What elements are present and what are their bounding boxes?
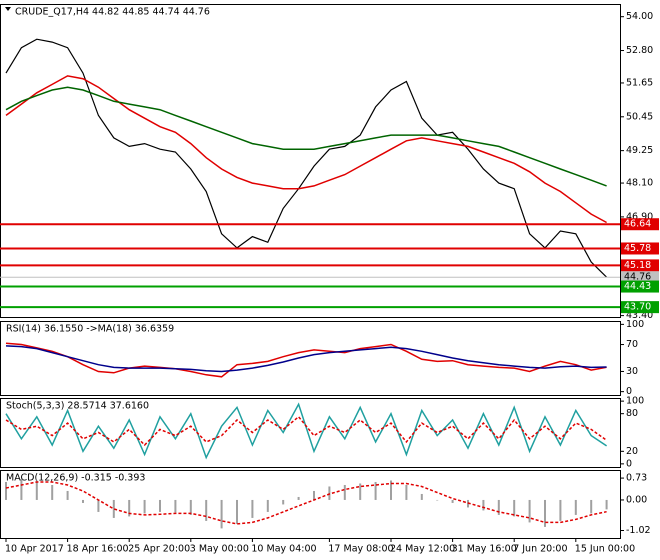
y-tick-label: 80 bbox=[626, 408, 638, 419]
x-tick-label: 25 Apr 20:00 bbox=[128, 544, 190, 555]
y-tick-label: 46.90 bbox=[626, 211, 653, 222]
level-tag bbox=[621, 242, 659, 255]
histogram-bar bbox=[497, 499, 500, 515]
y-tick-label: 30 bbox=[626, 366, 638, 377]
histogram-bar bbox=[220, 499, 223, 529]
histogram-bar bbox=[5, 481, 7, 500]
histogram-bar bbox=[574, 499, 577, 515]
histogram-bar bbox=[374, 481, 377, 500]
menu-arrow[interactable] bbox=[5, 7, 11, 11]
histogram-bar bbox=[66, 490, 69, 500]
histogram-bar bbox=[35, 480, 38, 500]
histogram-bar bbox=[436, 499, 439, 501]
y-tick-label: 49.25 bbox=[626, 145, 653, 156]
y-tick-label: 100 bbox=[626, 396, 644, 407]
histogram-bar bbox=[143, 499, 146, 514]
x-tick-label: 18 Apr 16:00 bbox=[67, 544, 129, 555]
series-line bbox=[5, 481, 607, 525]
histogram-bar bbox=[205, 499, 208, 521]
level-label: 45.18 bbox=[624, 260, 651, 271]
series-line bbox=[5, 86, 607, 187]
panel-frame bbox=[0, 4, 621, 318]
panel-title: CRUDE_Q17,H4 44.82 44.85 44.74 44.76 bbox=[15, 7, 210, 18]
level-label: 44.43 bbox=[624, 281, 651, 292]
histogram-bar bbox=[513, 499, 516, 517]
histogram-bar bbox=[605, 499, 608, 510]
panel-frame bbox=[0, 398, 621, 468]
y-tick-label: -1.02 bbox=[626, 525, 651, 536]
histogram-bar bbox=[20, 478, 23, 500]
histogram-bar bbox=[266, 499, 269, 512]
level-tag bbox=[621, 271, 659, 284]
histogram-bar bbox=[590, 499, 593, 514]
y-tick-label: 48.10 bbox=[626, 178, 653, 189]
histogram-bar bbox=[328, 486, 331, 500]
level-tag bbox=[621, 301, 659, 314]
series-line bbox=[5, 402, 608, 460]
level-tag bbox=[621, 259, 659, 272]
y-tick-label: 50.45 bbox=[626, 111, 653, 122]
y-tick-label: 0 bbox=[626, 458, 632, 469]
y-tick-label: 0 bbox=[626, 386, 632, 397]
histogram-bar bbox=[451, 499, 454, 503]
y-tick-label: 43.40 bbox=[626, 310, 653, 321]
histogram-bar bbox=[313, 490, 315, 500]
histogram-bar bbox=[528, 499, 531, 523]
x-tick-label: 10 May 04:00 bbox=[251, 544, 316, 555]
histogram-bar bbox=[251, 499, 254, 518]
histogram-bar bbox=[112, 499, 115, 518]
x-tick-label: 10 Apr 2017 bbox=[5, 544, 64, 555]
panel-frame bbox=[0, 470, 621, 539]
y-tick-label: 0.73 bbox=[626, 473, 647, 484]
level-tag bbox=[621, 280, 659, 293]
histogram-bar bbox=[159, 499, 161, 512]
y-tick-label: 51.65 bbox=[626, 77, 653, 88]
panel-title: RSI(14) 36.1550 ->MA(18) 36.6359 bbox=[6, 324, 174, 335]
series-line bbox=[5, 345, 607, 373]
histogram-bar bbox=[420, 493, 423, 500]
series-line bbox=[5, 75, 607, 224]
level-label: 43.70 bbox=[624, 302, 651, 313]
histogram-bar bbox=[482, 499, 485, 511]
level-label: 44.76 bbox=[624, 272, 651, 283]
y-tick-label: 52.80 bbox=[626, 45, 653, 56]
panel-title: MACD(12,26,9) -0.315 -0.393 bbox=[6, 473, 145, 484]
histogram-bar bbox=[297, 496, 300, 500]
y-tick-label: 70 bbox=[626, 339, 638, 350]
panel-frame bbox=[0, 321, 621, 396]
x-tick-label: 31 May 16:00 bbox=[452, 544, 517, 555]
histogram-bar bbox=[343, 484, 346, 500]
x-tick-label: 15 Jun 00:00 bbox=[575, 544, 635, 555]
histogram-bar bbox=[189, 499, 192, 515]
histogram-bar bbox=[236, 499, 238, 524]
series-line bbox=[5, 342, 607, 378]
panel-title: Stoch(5,3,3) 28.5714 37.6160 bbox=[6, 401, 149, 412]
histogram-bar bbox=[390, 480, 392, 500]
x-tick-label: 3 May 00:00 bbox=[190, 544, 249, 555]
histogram-bar bbox=[82, 499, 84, 503]
y-tick-label: 20 bbox=[626, 446, 638, 457]
level-label: 45.78 bbox=[624, 243, 651, 254]
x-tick-label: 7 Jun 20:00 bbox=[513, 544, 567, 555]
y-tick-label: 0.00 bbox=[626, 494, 647, 505]
histogram-bar bbox=[544, 499, 546, 527]
histogram-bar bbox=[51, 484, 54, 500]
histogram-bar bbox=[97, 499, 100, 512]
histogram-bar bbox=[559, 499, 562, 521]
series-line bbox=[5, 38, 608, 278]
y-tick-label: 54.00 bbox=[626, 11, 653, 22]
series-line bbox=[5, 415, 608, 447]
level-label: 46.64 bbox=[624, 219, 651, 230]
histogram-bar bbox=[405, 484, 408, 500]
histogram-bar bbox=[282, 499, 285, 505]
x-tick-label: 17 May 08:00 bbox=[328, 544, 393, 555]
histogram-bar bbox=[174, 499, 177, 513]
histogram-bar bbox=[128, 499, 131, 517]
level-tag bbox=[621, 218, 659, 231]
y-tick-label: 100 bbox=[626, 319, 644, 330]
histogram-bar bbox=[359, 483, 362, 500]
x-tick-label: 24 May 12:00 bbox=[390, 544, 455, 555]
